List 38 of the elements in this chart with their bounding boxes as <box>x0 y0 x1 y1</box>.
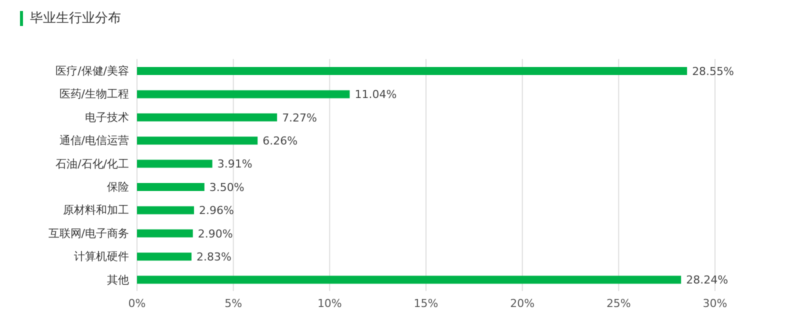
y-tick-label: 石油/石化/化工 <box>56 157 129 170</box>
y-tick-label: 通信/电信运营 <box>59 134 129 148</box>
data-label: 2.96% <box>199 204 234 218</box>
data-label: 28.24% <box>686 274 728 287</box>
y-tick-label: 电子技术 <box>85 110 129 124</box>
data-label: 3.91% <box>217 158 252 171</box>
bar <box>137 160 212 168</box>
data-label: 6.26% <box>262 134 298 148</box>
data-label: 2.83% <box>196 250 232 264</box>
data-label: 28.55% <box>692 64 734 78</box>
bar <box>137 67 688 75</box>
y-tick-label: 医疗/保健/美容 <box>56 64 129 78</box>
y-tick-label: 医药/生物工程 <box>59 88 129 101</box>
data-label: 3.50% <box>209 180 244 194</box>
bar <box>137 90 350 98</box>
x-tick-label: 5% <box>224 296 242 310</box>
y-tick-label: 互联网/电子商务 <box>48 226 129 240</box>
data-label: 2.90% <box>198 227 233 240</box>
x-tick-label: 10% <box>317 296 342 310</box>
data-label: 7.27% <box>282 111 318 124</box>
x-tick-label: 30% <box>702 296 728 310</box>
x-tick-label: 20% <box>510 296 535 310</box>
y-tick-label: 计算机硬件 <box>74 250 129 264</box>
bar <box>137 206 194 214</box>
y-tick-label: 其他 <box>107 273 129 286</box>
bar <box>137 113 278 122</box>
x-tick-label: 15% <box>414 296 438 310</box>
bar <box>137 229 193 238</box>
bar <box>137 276 682 284</box>
chart-title: 毕业生行业分布 <box>30 10 121 27</box>
x-tick-label: 0% <box>128 296 146 310</box>
x-tick-label: 25% <box>606 296 631 310</box>
y-tick-label: 原材料和加工 <box>63 204 129 217</box>
bar <box>137 252 192 261</box>
bar <box>137 183 204 191</box>
y-tick-label: 保险 <box>107 180 129 194</box>
data-label: 11.04% <box>354 88 397 102</box>
bar <box>137 136 258 145</box>
